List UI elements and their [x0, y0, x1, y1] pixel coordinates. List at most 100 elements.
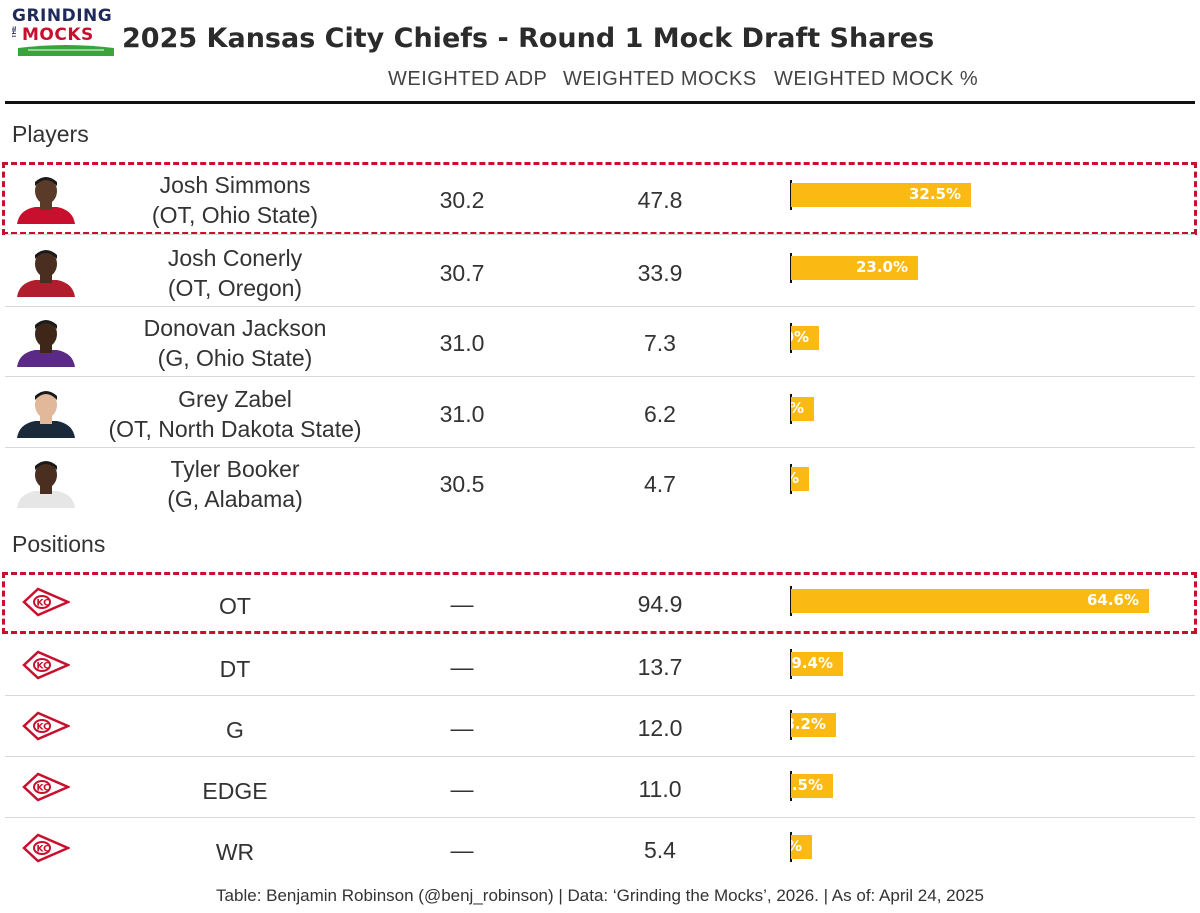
bar: 3.2% — [791, 467, 809, 491]
svg-text:KC: KC — [37, 662, 51, 672]
position-mocks: 94.9 — [637, 591, 683, 617]
position-mocks: 13.7 — [637, 654, 683, 680]
bar-track: 32.5% — [790, 180, 1190, 210]
player-name: Donovan Jackson (G, Ohio State) — [70, 313, 400, 373]
chiefs-arrowhead-icon: KC — [22, 711, 70, 741]
player-name-text: Tyler Booker — [170, 456, 300, 482]
bar: 32.5% — [791, 183, 971, 207]
player-name: Josh Conerly (OT, Oregon) — [70, 243, 400, 303]
position-name: WR — [215, 839, 255, 865]
row-separator — [5, 447, 1195, 448]
player-position-school: (OT, North Dakota State) — [108, 416, 362, 442]
position-adp: — — [450, 715, 474, 741]
bar: 8.2% — [791, 713, 836, 737]
section-label-positions: Positions — [12, 531, 106, 557]
player-adp: 31.0 — [439, 401, 485, 427]
row-separator — [5, 756, 1195, 757]
chart-title: 2025 Kansas City Chiefs - Round 1 Mock D… — [122, 23, 935, 54]
svg-text:KC: KC — [37, 723, 51, 733]
position-mocks: 11.0 — [638, 776, 682, 802]
bar-track: 23.0% — [790, 253, 1190, 283]
player-adp: 30.2 — [439, 187, 485, 213]
player-position-school: (OT, Oregon) — [167, 275, 303, 301]
bar-value-label: 8.2% — [791, 715, 826, 733]
position-adp: — — [450, 591, 474, 617]
player-adp: 31.0 — [439, 330, 485, 356]
player-headshot-icon — [17, 320, 75, 367]
bar: 64.6% — [791, 589, 1149, 613]
player-name-text: Donovan Jackson — [143, 315, 327, 341]
grinding-the-mocks-logo: GRINDING THE MOCKS — [10, 6, 118, 56]
column-header-adp: WEIGHTED ADP — [388, 68, 548, 90]
position-adp: — — [450, 776, 474, 802]
section-label-players: Players — [12, 121, 89, 147]
row-separator — [5, 234, 1195, 235]
bar: 7.5% — [791, 774, 833, 798]
player-name: Tyler Booker (G, Alabama) — [70, 454, 400, 514]
position-mocks: 12.0 — [637, 715, 683, 741]
player-headshot-icon — [17, 391, 75, 438]
svg-text:KC: KC — [37, 599, 51, 609]
position-name: DT — [219, 656, 251, 682]
position-name: EDGE — [202, 778, 268, 804]
player-position-school: (OT, Ohio State) — [151, 202, 319, 228]
highlight-box — [2, 572, 1197, 634]
player-adp: 30.7 — [439, 260, 485, 286]
position-name: G — [226, 717, 244, 743]
bar: 5.0% — [791, 326, 819, 350]
row-separator — [5, 695, 1195, 696]
player-mocks: 6.2 — [644, 401, 676, 427]
bar-track: 64.6% — [790, 586, 1190, 616]
player-mocks: 4.7 — [644, 471, 676, 497]
player-mocks: 7.3 — [644, 330, 676, 356]
bar-track: 5.0% — [790, 323, 1190, 353]
bar-track: 9.4% — [790, 649, 1190, 679]
bar-value-label: 3.7% — [791, 837, 802, 855]
bar-value-label: 3.2% — [791, 469, 799, 487]
bar-value-label: 4.2% — [791, 399, 804, 417]
player-name: Grey Zabel (OT, North Dakota State) — [70, 384, 400, 444]
player-headshot-icon — [17, 250, 75, 297]
bar: 9.4% — [791, 652, 843, 676]
bar: 23.0% — [791, 256, 918, 280]
player-position-school: (G, Alabama) — [167, 486, 303, 512]
position-adp: — — [450, 654, 474, 680]
logo-field-icon — [18, 45, 114, 56]
chiefs-arrowhead-icon: KC — [22, 587, 70, 617]
bar-value-label: 7.5% — [791, 776, 823, 794]
player-headshot-icon — [17, 461, 75, 508]
bar-track: 3.7% — [790, 832, 1190, 862]
bar: 4.2% — [791, 397, 814, 421]
player-mocks: 47.8 — [637, 187, 683, 213]
logo-text-line1: GRINDING — [12, 6, 113, 26]
player-position-school: (G, Ohio State) — [157, 345, 313, 371]
logo-text-line2: MOCKS — [22, 25, 94, 45]
svg-text:KC: KC — [37, 784, 51, 794]
player-adp: 30.5 — [439, 471, 485, 497]
bar: 3.7% — [791, 835, 812, 859]
player-name-text: Grey Zabel — [178, 386, 292, 412]
bar-value-label: 9.4% — [791, 654, 833, 672]
player-name-text: Josh Simmons — [159, 172, 311, 198]
bar-track: 7.5% — [790, 771, 1190, 801]
column-header-pct: WEIGHTED MOCK % — [774, 68, 979, 90]
bar-track: 8.2% — [790, 710, 1190, 740]
footer-credit: Table: Benjamin Robinson (@benj_robinson… — [216, 886, 984, 905]
bar-value-label: 64.6% — [1086, 591, 1139, 609]
svg-text:KC: KC — [37, 845, 51, 855]
bar-value-label: 32.5% — [908, 185, 961, 203]
chiefs-arrowhead-icon: KC — [22, 650, 70, 680]
bar-value-label: 23.0% — [855, 258, 908, 276]
bar-track: 3.2% — [790, 464, 1190, 494]
player-headshot-icon — [17, 177, 75, 224]
chiefs-arrowhead-icon: KC — [22, 772, 70, 802]
chiefs-arrowhead-icon: KC — [22, 833, 70, 863]
position-name: OT — [219, 593, 251, 619]
logo-text-the: THE — [12, 26, 18, 38]
player-name: Josh Simmons (OT, Ohio State) — [70, 170, 400, 230]
column-header-mocks: WEIGHTED MOCKS — [563, 68, 757, 90]
row-separator — [5, 817, 1195, 818]
player-mocks: 33.9 — [637, 260, 683, 286]
bar-value-label: 5.0% — [791, 328, 809, 346]
header-rule — [5, 101, 1195, 104]
